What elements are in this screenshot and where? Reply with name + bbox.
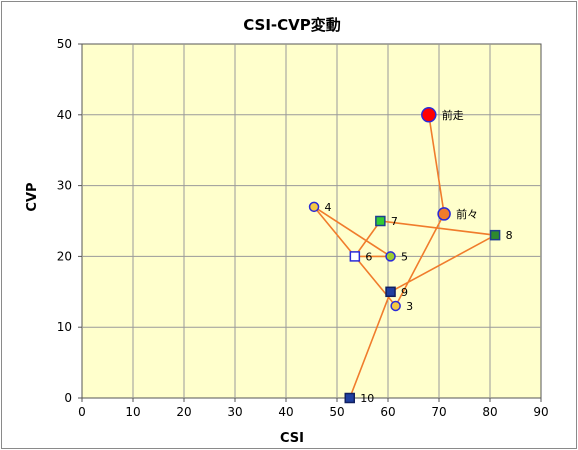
y-axis-label: CVP: [25, 182, 40, 211]
trajectory-line: [313, 114, 498, 399]
data-point-label: 前々: [456, 207, 478, 221]
data-point: [344, 392, 355, 404]
data-point: [489, 229, 501, 241]
x-axis-label: CSI: [280, 431, 304, 446]
data-point-label: 4: [325, 201, 332, 214]
data-point: [349, 251, 361, 262]
data-point-label: 10: [360, 392, 374, 405]
x-tick-label: 90: [533, 405, 548, 419]
data-point-label: 7: [391, 215, 398, 228]
y-tick-label: 20: [57, 249, 72, 263]
x-tick-label: 50: [329, 405, 344, 419]
data-point-label: 3: [406, 300, 413, 313]
data-point-label: 5: [401, 250, 408, 263]
data-point: [385, 251, 396, 262]
grid-lines: [78, 43, 542, 402]
x-tick-label: 20: [176, 405, 191, 419]
x-tick-label: 30: [227, 405, 242, 419]
x-tick-label: 10: [125, 405, 140, 419]
y-tick-label: 30: [57, 179, 72, 193]
data-point: [421, 107, 437, 123]
data-point: [385, 286, 396, 298]
data-point: [390, 300, 401, 312]
y-tick-label: 40: [57, 108, 72, 122]
trajectory-lines: [313, 114, 498, 399]
data-point-label: 9: [401, 286, 408, 299]
data-point: [308, 201, 320, 213]
x-tick-label: 70: [431, 405, 446, 419]
chart-title: CSI-CVP変動: [243, 16, 341, 34]
y-tick-label: 10: [57, 320, 72, 334]
tick-labels: 0 10 20 30 40 50 60 70 80 90 0 10 20 30 40 50: [57, 37, 549, 419]
data-point-label: 前走: [442, 108, 464, 122]
x-tick-label: 40: [278, 405, 293, 419]
x-tick-label: 80: [482, 405, 497, 419]
data-point: [375, 215, 386, 227]
x-tick-label: 60: [380, 405, 395, 419]
data-point-label: 8: [506, 229, 513, 242]
data-point-label: 6: [365, 250, 372, 263]
y-tick-label: 0: [64, 391, 72, 405]
data-point: [437, 207, 451, 221]
plot-area: [81, 43, 542, 399]
x-tick-label: 0: [78, 405, 86, 419]
y-tick-label: 50: [57, 37, 72, 51]
